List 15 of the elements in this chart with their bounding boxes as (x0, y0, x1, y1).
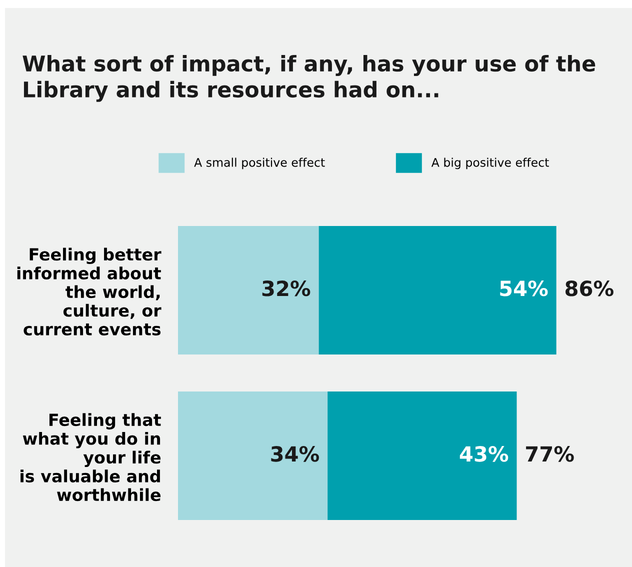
legend-label: A small positive effect (194, 158, 325, 170)
bar (178, 392, 328, 520)
total-label: 77% (526, 446, 574, 462)
legend-label: A big positive effect (431, 158, 549, 170)
y-tick-label: Feeling that what you do in your life is valuable and worthwhile (20, 413, 161, 502)
chart-title: What sort of impact, if any, has your use of the Library and its resources had on... (22, 55, 596, 102)
total-label: 86% (566, 280, 614, 296)
bar (178, 226, 319, 354)
bar (318, 226, 556, 354)
data-label: 32% (262, 280, 310, 296)
data-label: 54% (500, 280, 548, 296)
data-label: 43% (460, 446, 508, 462)
bar (328, 392, 517, 520)
y-tick-label: Feeling better informed about the world, culture, or current events (17, 248, 162, 336)
data-label: 34% (271, 446, 319, 462)
